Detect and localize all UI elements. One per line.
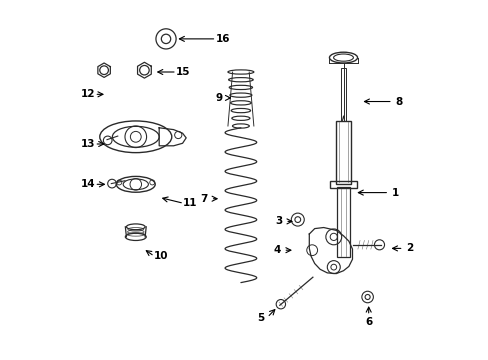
Text: 13: 13	[81, 139, 95, 149]
Text: 16: 16	[215, 34, 230, 44]
Text: 12: 12	[81, 89, 95, 99]
Text: 11: 11	[183, 198, 197, 208]
Text: 5: 5	[257, 312, 264, 323]
Text: 10: 10	[153, 251, 168, 261]
Text: 1: 1	[391, 188, 399, 198]
Text: 6: 6	[365, 317, 371, 327]
Text: 4: 4	[273, 245, 280, 255]
Text: 3: 3	[275, 216, 282, 226]
Text: 14: 14	[81, 179, 95, 189]
Text: 2: 2	[406, 243, 413, 253]
Text: 15: 15	[176, 67, 190, 77]
Text: 8: 8	[395, 96, 402, 107]
Text: 9: 9	[215, 93, 223, 103]
Text: 7: 7	[200, 194, 207, 204]
